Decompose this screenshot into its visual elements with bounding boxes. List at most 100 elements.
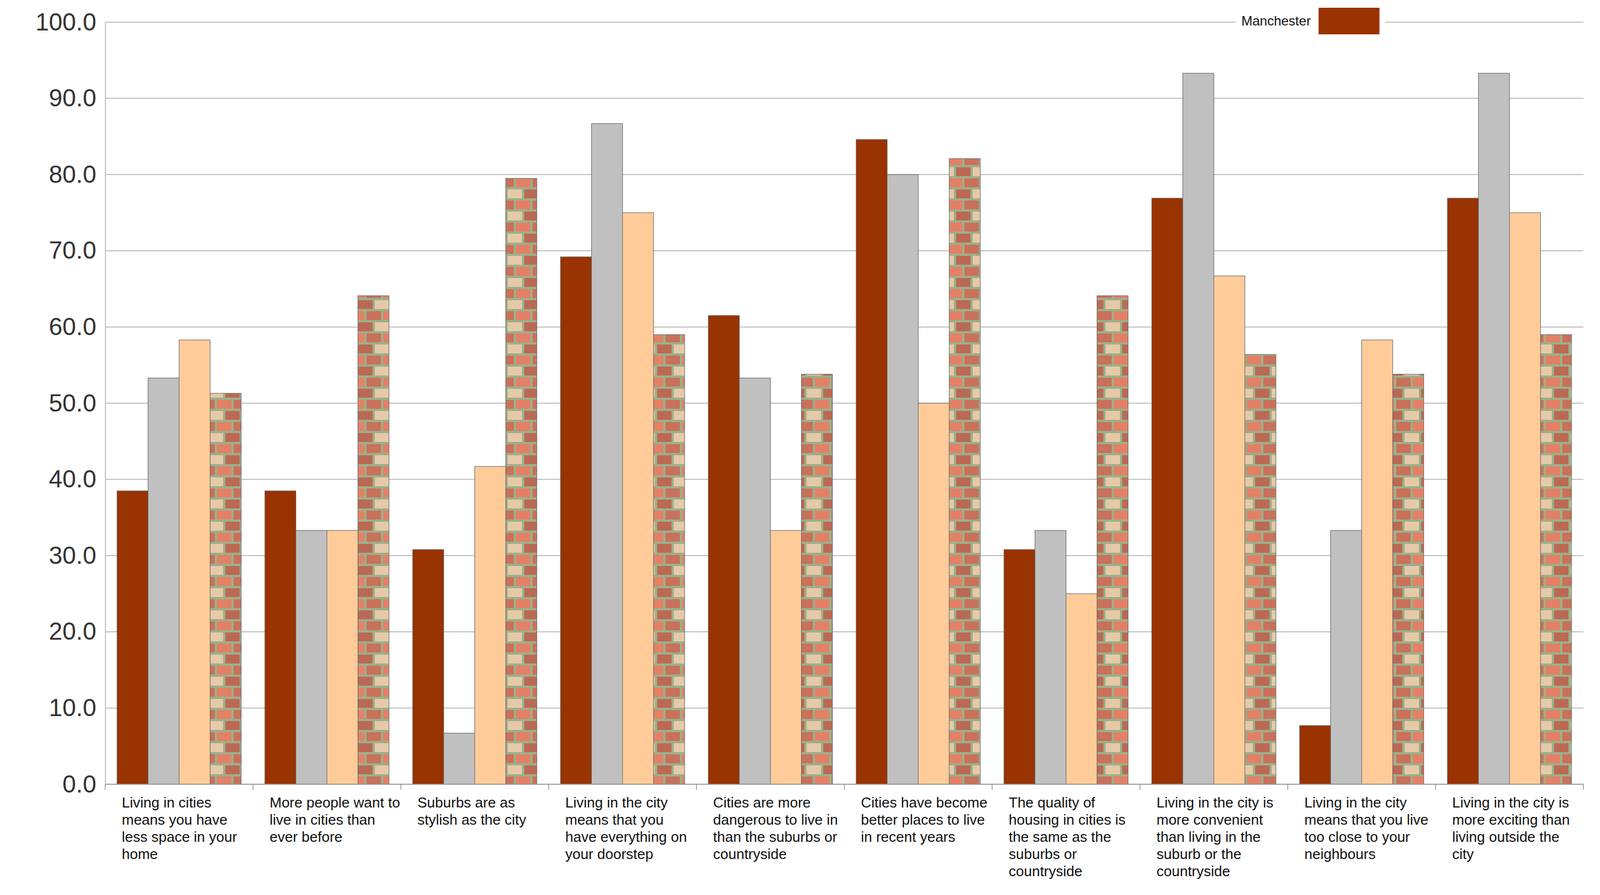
bar (295, 530, 327, 784)
bar (506, 178, 538, 784)
y-tick: 0.0 (62, 770, 106, 798)
y-axis-line (105, 22, 107, 785)
bar (886, 174, 918, 784)
bar (1151, 198, 1183, 784)
y-tick-label: 90.0 (48, 84, 97, 112)
y-tick-label: 80.0 (48, 160, 97, 188)
category-separator (991, 783, 993, 790)
bar (770, 530, 802, 784)
x-tick-label: Living in the city ismore exciting thanl… (1452, 793, 1570, 863)
bar (358, 295, 390, 784)
bar (1097, 295, 1129, 784)
y-tick-label: 70.0 (48, 236, 97, 264)
y-tick: 80.0 (48, 160, 106, 188)
bar (622, 212, 654, 784)
bar (1214, 275, 1246, 784)
category-separator (104, 783, 106, 790)
bar (855, 139, 887, 784)
x-tick-label: Cities have becomebetter places to livei… (860, 793, 988, 845)
legend-label: Manchester (1241, 13, 1311, 29)
bar (653, 334, 685, 784)
legend-swatch (1318, 7, 1380, 35)
bar (918, 403, 950, 784)
bar (1361, 339, 1393, 784)
y-tick: 30.0 (48, 541, 106, 569)
category-separator (1139, 783, 1141, 790)
category-separator (400, 783, 402, 790)
bar (739, 378, 771, 784)
grid-line (105, 326, 1584, 328)
category-separator (252, 783, 254, 790)
bar (1299, 725, 1331, 784)
bar (1182, 73, 1214, 784)
y-tick: 70.0 (48, 236, 106, 264)
bar (1066, 593, 1098, 784)
y-tick: 40.0 (48, 465, 106, 493)
category-separator (1287, 783, 1289, 790)
bar (1392, 374, 1424, 784)
bar (1509, 212, 1541, 784)
bar (147, 378, 179, 784)
category-separator (548, 783, 550, 790)
bar (1447, 198, 1479, 784)
bar (412, 549, 444, 784)
bar (327, 530, 359, 784)
bar (1478, 73, 1510, 784)
legend-background (1235, 5, 1385, 37)
x-tick-label: Living in citiesmeans you haveless space… (121, 793, 237, 863)
y-tick: 50.0 (48, 389, 106, 417)
bar (591, 123, 623, 784)
x-tick-label: Living in the city ismore convenientthan… (1156, 793, 1274, 880)
grid-line (105, 250, 1584, 252)
bar (475, 466, 507, 784)
y-tick-label: 0.0 (62, 770, 97, 798)
bar (1540, 334, 1572, 784)
category-separator (1435, 783, 1437, 790)
category-separator (1582, 783, 1584, 790)
y-tick: 100.0 (35, 8, 106, 36)
bar (801, 374, 833, 784)
series (210, 158, 1572, 784)
y-axis: 0.0 10.0 20.0 30.0 40.0 50.0 60.0 70.0 80.0 90.0 1… (35, 8, 106, 798)
bar (264, 490, 296, 784)
bar (1330, 530, 1362, 784)
grid-line (105, 97, 1584, 100)
bar (179, 339, 211, 784)
bar (560, 256, 592, 784)
chart: 0.0 10.0 20.0 30.0 40.0 50.0 60.0 70.0 80.0 90.0 1… (0, 0, 1600, 895)
y-tick: 60.0 (48, 312, 106, 340)
y-tick-label: 60.0 (48, 312, 97, 340)
bar (116, 490, 148, 784)
category-separator (695, 783, 698, 790)
bar (210, 393, 242, 784)
series (147, 73, 1510, 784)
y-tick: 90.0 (48, 84, 106, 112)
series (116, 139, 1479, 784)
x-axis: Living in citiesmeans you haveless space… (105, 783, 1584, 880)
bars (116, 73, 1572, 784)
y-tick-label: 20.0 (48, 617, 97, 645)
y-tick: 10.0 (48, 693, 106, 721)
x-tick-label: More people want tolive in cities thanev… (269, 793, 401, 845)
x-tick-label: Living in the citymeans that youhave eve… (565, 793, 688, 863)
x-tick-label: Living in the citymeans that you livetoo… (1304, 793, 1429, 863)
bar (949, 158, 981, 784)
y-tick-label: 50.0 (48, 389, 97, 417)
y-tick-label: 30.0 (48, 541, 97, 569)
bar (1003, 549, 1035, 784)
y-tick-label: 10.0 (48, 693, 97, 721)
bar (443, 733, 475, 784)
x-tick-label: Cities are moredangerous to live inthan … (713, 793, 838, 863)
grid-line (105, 173, 1584, 175)
category-separator (843, 783, 845, 790)
x-tick-label: The quality ofhousing in cities isthe sa… (1008, 793, 1126, 880)
series (179, 212, 1541, 784)
y-tick-label: 100.0 (35, 8, 97, 36)
bar (1034, 530, 1066, 784)
x-tick-label: Suburbs are asstylish as the city (417, 793, 527, 828)
bar (1245, 354, 1277, 784)
bar (708, 315, 740, 784)
grid (105, 22, 1584, 784)
y-tick: 20.0 (48, 617, 106, 645)
y-tick-label: 40.0 (48, 465, 97, 493)
